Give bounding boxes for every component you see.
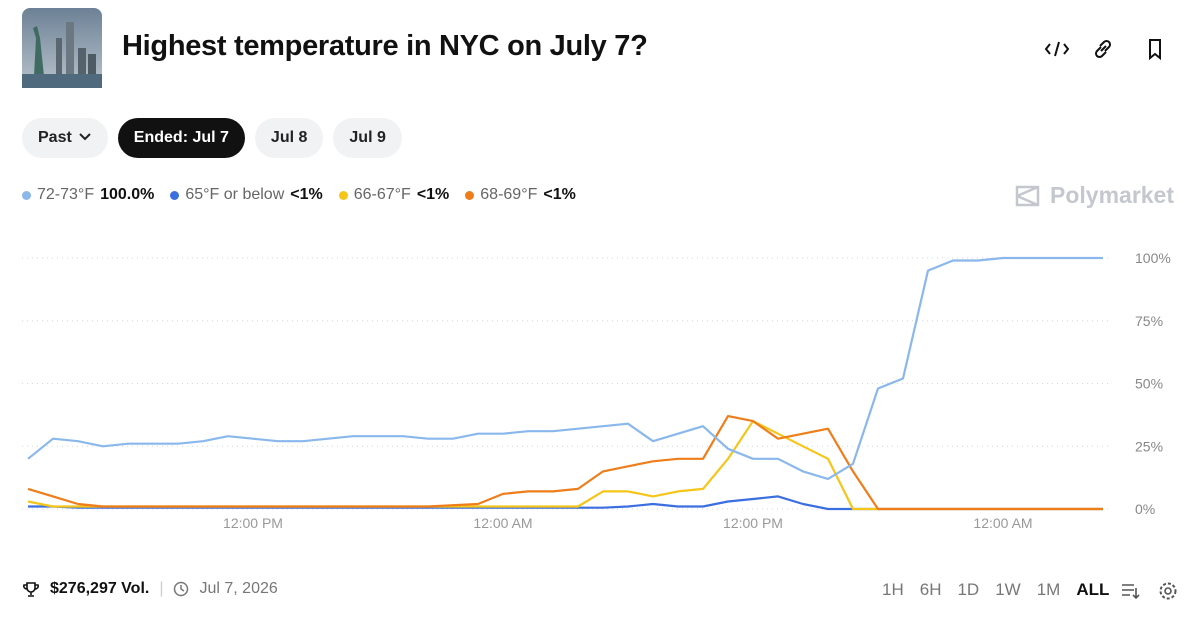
x-tick-label: 12:00 AM <box>473 515 532 531</box>
range-button[interactable]: ALL <box>1076 580 1110 599</box>
y-tick-label: 50% <box>1135 376 1163 392</box>
legend-name: 72-73°F <box>37 186 95 203</box>
date-tab[interactable]: Ended: Jul 7 <box>117 118 245 158</box>
legend-name: 66-67°F <box>353 186 411 203</box>
legend-value: <1% <box>416 186 450 203</box>
market-image <box>22 8 102 88</box>
date-tab[interactable]: Jul 9 <box>333 118 402 158</box>
title: Highest temperature in NYC on July 7? <box>122 30 648 62</box>
series-line <box>27 415 1103 511</box>
legend-name: 65°F or below <box>185 186 285 203</box>
chevron <box>79 133 91 141</box>
brand: Polymarket <box>1014 182 1174 209</box>
brand-name: Polymarket <box>1050 182 1175 208</box>
date-tab[interactable]: Past <box>22 118 108 158</box>
series-line <box>27 256 1103 480</box>
y-tick-label: 25% <box>1135 438 1163 454</box>
legend-name: 68-69°F <box>480 186 538 203</box>
range-buttons: 1H 6H 1D 1W 1M ALL <box>882 580 1109 600</box>
legend-item: 72-73°F 100.0% <box>22 186 154 204</box>
date-tabs: Past Ended: Jul 7 Jul 8 Jul 9 <box>22 118 402 158</box>
legend: 72-73°F 100.0% 65°F or below <1% 66-67°F <1% 6… <box>22 186 576 204</box>
chart: 0% 25% 50% 75% 100% 12:00 PM 12:00 AM 12:00 PM 1… <box>22 250 1171 531</box>
y-tick-label: 75% <box>1135 313 1163 329</box>
y-tick-label: 0% <box>1135 501 1155 517</box>
range-button[interactable]: 1D <box>957 580 980 599</box>
series-line <box>27 420 1103 511</box>
trophy-icon <box>23 582 39 597</box>
legend-dot <box>338 190 348 200</box>
legend-value: <1% <box>290 186 323 203</box>
legend-dot <box>170 190 180 200</box>
toolbar-icons[interactable] <box>1044 36 1174 62</box>
x-tick-label: 12:00 PM <box>723 515 783 531</box>
clock-icon <box>174 581 189 597</box>
range-button[interactable]: 1H <box>882 580 904 599</box>
range-button[interactable]: 1W <box>995 580 1021 599</box>
date-tab[interactable]: Jul 8 <box>254 118 324 158</box>
range-button[interactable]: 6H <box>919 580 942 599</box>
chart-settings[interactable] <box>1120 580 1180 602</box>
legend-value: <1% <box>543 186 576 203</box>
footer: $276,297 Vol. | Jul 7, 2026 <box>22 580 278 598</box>
x-tick-label: 12:00 AM <box>973 515 1032 531</box>
legend-value: 100.0% <box>100 186 155 203</box>
x-tick-label: 12:00 PM <box>223 515 283 531</box>
divider: | <box>159 580 164 597</box>
end-date: Jul 7, 2026 <box>199 580 278 597</box>
legend-dot <box>465 190 475 200</box>
legend-item: 65°F or below <1% <box>170 186 323 204</box>
legend-item: 66-67°F <1% <box>338 186 450 204</box>
brand-logo <box>1015 185 1040 206</box>
legend-item: 68-69°F <1% <box>465 186 576 204</box>
range-button[interactable]: 1M <box>1036 580 1061 599</box>
legend-dot <box>22 190 31 200</box>
volume: $276,297 Vol. <box>50 580 150 597</box>
y-tick-label: 100% <box>1135 250 1171 266</box>
